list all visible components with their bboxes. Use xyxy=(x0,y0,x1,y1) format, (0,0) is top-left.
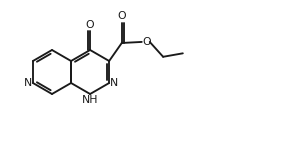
Text: N: N xyxy=(24,78,32,88)
Text: N: N xyxy=(110,78,118,88)
Text: O: O xyxy=(86,20,94,29)
Text: NH: NH xyxy=(82,95,98,105)
Text: O: O xyxy=(143,37,151,47)
Text: O: O xyxy=(118,12,126,21)
